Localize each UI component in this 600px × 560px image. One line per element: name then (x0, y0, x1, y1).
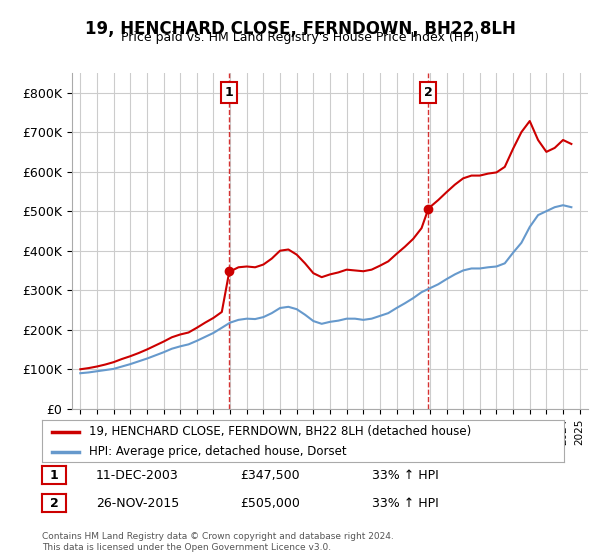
Text: £347,500: £347,500 (240, 469, 299, 482)
Text: 11-DEC-2003: 11-DEC-2003 (96, 469, 179, 482)
Text: 2: 2 (50, 497, 58, 510)
Text: 19, HENCHARD CLOSE, FERNDOWN, BH22 8LH: 19, HENCHARD CLOSE, FERNDOWN, BH22 8LH (85, 20, 515, 38)
Text: Price paid vs. HM Land Registry's House Price Index (HPI): Price paid vs. HM Land Registry's House … (121, 31, 479, 44)
Text: 33% ↑ HPI: 33% ↑ HPI (372, 497, 439, 510)
Text: Contains HM Land Registry data © Crown copyright and database right 2024.
This d: Contains HM Land Registry data © Crown c… (42, 532, 394, 552)
Text: 2: 2 (424, 86, 433, 99)
Text: HPI: Average price, detached house, Dorset: HPI: Average price, detached house, Dors… (89, 445, 347, 458)
Text: 1: 1 (50, 469, 58, 482)
Text: 1: 1 (225, 86, 233, 99)
Text: 33% ↑ HPI: 33% ↑ HPI (372, 469, 439, 482)
Text: 19, HENCHARD CLOSE, FERNDOWN, BH22 8LH (detached house): 19, HENCHARD CLOSE, FERNDOWN, BH22 8LH (… (89, 425, 471, 438)
Text: £505,000: £505,000 (240, 497, 300, 510)
Text: 26-NOV-2015: 26-NOV-2015 (96, 497, 179, 510)
